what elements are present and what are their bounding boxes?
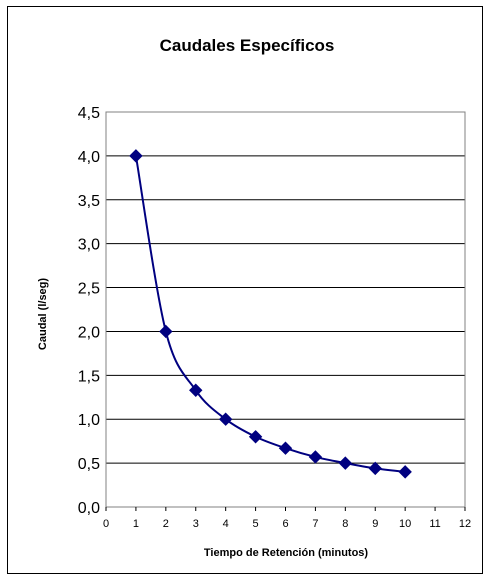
x-tick-labels: 0 1 2 3 4 5 6 7 8 9 10 11 12 bbox=[103, 518, 471, 530]
x-tick-label: 0 bbox=[103, 518, 109, 530]
y-tick-label: 4,0 bbox=[78, 149, 100, 166]
data-point-marker bbox=[308, 450, 323, 464]
data-point-marker bbox=[368, 461, 382, 476]
data-point-marker bbox=[338, 456, 353, 470]
y-tick-label: 0,0 bbox=[78, 500, 100, 517]
y-tick-label: 1,5 bbox=[78, 368, 100, 385]
data-point-marker bbox=[189, 383, 203, 397]
y-tick-label: 1,0 bbox=[78, 412, 100, 429]
data-markers bbox=[129, 149, 412, 479]
data-point-marker bbox=[129, 149, 143, 163]
x-tick-label: 8 bbox=[342, 518, 348, 530]
x-tick-label: 10 bbox=[399, 518, 411, 530]
data-point-marker bbox=[278, 441, 293, 455]
x-axis-label: Tiempo de Retención (minutos) bbox=[204, 547, 369, 559]
x-tick-label: 2 bbox=[163, 518, 169, 530]
y-tick-label: 2,0 bbox=[78, 324, 100, 341]
data-point-marker bbox=[248, 430, 263, 444]
x-tick-label: 5 bbox=[253, 518, 259, 530]
y-tick-labels: 0,0 0,5 1,0 1,5 2,0 2,5 3,0 3,5 4,0 4,5 bbox=[78, 105, 100, 517]
chart-title: Caudales Específicos bbox=[160, 36, 335, 55]
x-tick-label: 9 bbox=[372, 518, 378, 530]
x-tick-label: 7 bbox=[312, 518, 318, 530]
x-tick-label: 4 bbox=[223, 518, 229, 530]
y-tick-label: 0,5 bbox=[78, 456, 100, 473]
x-tick-label: 3 bbox=[193, 518, 199, 530]
series-line bbox=[134, 155, 406, 473]
y-tick-label: 4,5 bbox=[78, 105, 100, 122]
x-tick-label: 12 bbox=[459, 518, 471, 530]
y-tick-label: 2,5 bbox=[78, 281, 100, 298]
y-axis-label: Caudal (l/seg) bbox=[37, 278, 49, 350]
data-point-marker bbox=[159, 324, 173, 339]
x-tick-marks bbox=[105, 507, 466, 511]
y-tick-label: 3,0 bbox=[78, 237, 100, 254]
data-point-marker bbox=[218, 412, 233, 426]
x-tick-label: 11 bbox=[429, 518, 440, 530]
x-tick-label: 6 bbox=[282, 518, 288, 530]
chart-frame bbox=[7, 6, 483, 574]
data-point-marker bbox=[398, 465, 412, 479]
x-tick-label: 1 bbox=[133, 518, 139, 530]
y-tick-label: 3,5 bbox=[78, 193, 100, 210]
